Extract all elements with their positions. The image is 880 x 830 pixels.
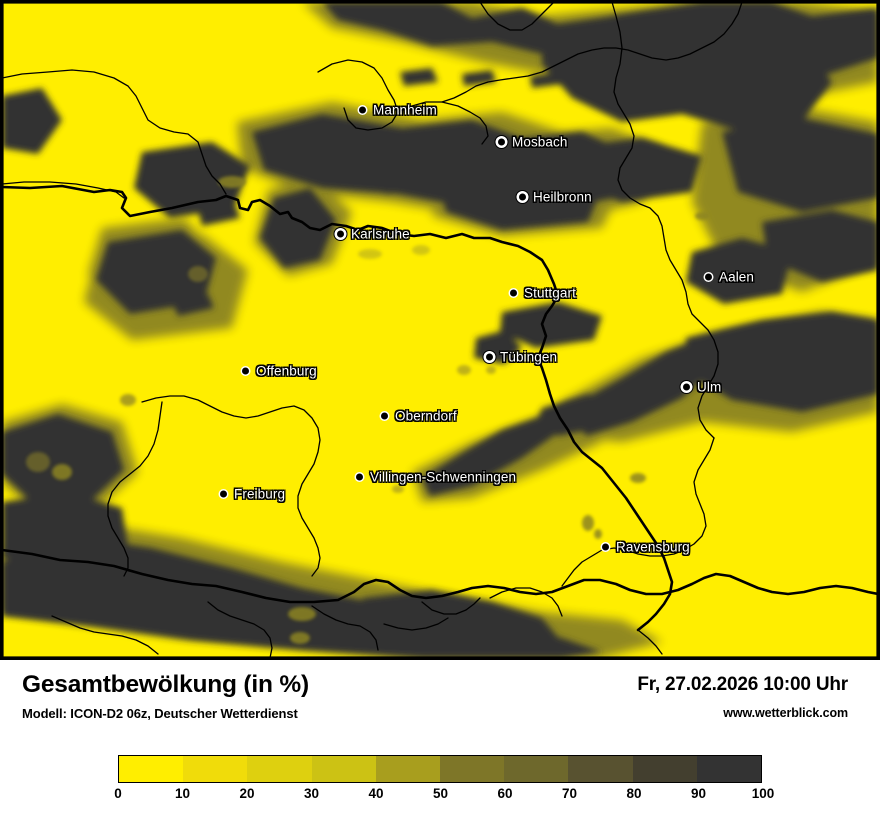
colorbar-swatch — [375, 756, 441, 782]
colorbar-tick: 100 — [751, 786, 775, 801]
colorbar-tick: 30 — [303, 786, 320, 801]
colorbar-swatch — [504, 756, 569, 782]
city-dot-icon — [510, 289, 517, 297]
colorbar-tick: 60 — [497, 786, 513, 801]
source-website: www.wetterblick.com — [723, 706, 848, 720]
title-block: Gesamtbewölkung (in %) Modell: ICON-D2 0… — [22, 671, 309, 721]
colorbar-tick: 90 — [690, 786, 707, 801]
city-marker[interactable]: Karlsruhe — [337, 227, 410, 242]
city-dot-icon — [356, 473, 363, 481]
city-dot-icon — [337, 230, 344, 238]
city-label: Aalen — [719, 269, 755, 285]
city-marker[interactable]: Ulm — [683, 380, 721, 395]
city-dot-icon — [242, 367, 249, 375]
colorbar-swatch — [568, 756, 633, 782]
city-dot-icon — [381, 412, 388, 420]
colorbar-tick: 50 — [432, 786, 449, 801]
city-marker[interactable]: Stuttgart — [510, 286, 576, 301]
colorbar-swatch — [247, 756, 312, 782]
colorbar-swatch — [696, 756, 762, 782]
meta-block: Fr, 27.02.2026 10:00 Uhr www.wetterblick… — [637, 674, 848, 720]
city-dot-icon — [519, 193, 526, 201]
city-marker[interactable]: Freiburg — [220, 487, 285, 502]
page-title: Gesamtbewölkung (in %) — [22, 671, 309, 698]
colorbar-container: 0 10 20 30 40 50 60 70 80 90 100 — [114, 755, 774, 810]
city-label: Tübingen — [500, 349, 558, 365]
colorbar-swatch — [632, 756, 697, 782]
city-label: Karlsruhe — [351, 226, 410, 242]
colorbar[interactable] — [118, 755, 762, 783]
city-marker[interactable]: Ravensburg — [602, 540, 690, 555]
city-dot-icon — [359, 106, 366, 114]
city-label: Ravensburg — [616, 539, 690, 555]
city-marker[interactable]: Tübingen — [486, 350, 557, 365]
colorbar-tick: 70 — [561, 786, 578, 801]
colorbar-swatch — [119, 756, 184, 782]
city-label: Freiburg — [234, 486, 286, 502]
city-dot-icon — [705, 273, 712, 281]
city-marker[interactable]: Offenburg — [242, 364, 317, 379]
city-label: Mosbach — [512, 134, 568, 150]
model-subtitle: Modell: ICON-D2 06z, Deutscher Wetterdie… — [22, 705, 298, 721]
legend-footer: Gesamtbewölkung (in %) Modell: ICON-D2 0… — [0, 660, 880, 830]
city-dot-icon — [486, 353, 493, 361]
city-dot-icon — [683, 383, 690, 391]
colorbar-tick-labels: 0 10 20 30 40 50 60 70 80 90 100 — [114, 786, 774, 810]
city-label: Offenburg — [256, 363, 317, 379]
valid-datetime: Fr, 27.02.2026 10:00 Uhr — [637, 674, 848, 695]
city-label: Stuttgart — [524, 285, 576, 301]
city-marker[interactable]: Aalen — [705, 270, 754, 285]
city-marker[interactable]: Mosbach — [498, 135, 567, 150]
city-dot-icon — [220, 490, 227, 498]
city-label: Heilbronn — [533, 189, 592, 205]
map-frame — [2, 2, 878, 658]
cloud-cover-map[interactable]: Mannheim Mosbach Heilbronn Karlsruhe Stuttga… — [0, 0, 880, 660]
city-label: Oberndorf — [395, 408, 457, 424]
colorbar-tick: 20 — [239, 786, 255, 801]
colorbar-swatch — [440, 756, 505, 782]
city-label: Mannheim — [373, 102, 437, 118]
city-marker[interactable]: Oberndorf — [381, 409, 457, 424]
international-border — [2, 184, 878, 632]
cloud-speckles — [26, 176, 709, 644]
city-marker[interactable]: Mannheim — [359, 103, 437, 118]
city-label: Villingen-Schwenningen — [370, 469, 517, 485]
city-label: Ulm — [697, 379, 722, 395]
city-dot-icon — [602, 543, 609, 551]
colorbar-tick: 10 — [174, 786, 191, 801]
colorbar-tick: 0 — [114, 786, 122, 801]
map-canvas — [2, 2, 878, 658]
city-marker[interactable]: Heilbronn — [519, 190, 592, 205]
city-dot-icon — [498, 138, 505, 146]
colorbar-tick: 40 — [368, 786, 384, 801]
state-border — [2, 2, 743, 658]
colorbar-tick: 80 — [626, 786, 642, 801]
city-marker[interactable]: Villingen-Schwenningen — [356, 470, 516, 485]
colorbar-swatch — [183, 756, 248, 782]
colorbar-swatch — [311, 756, 376, 782]
